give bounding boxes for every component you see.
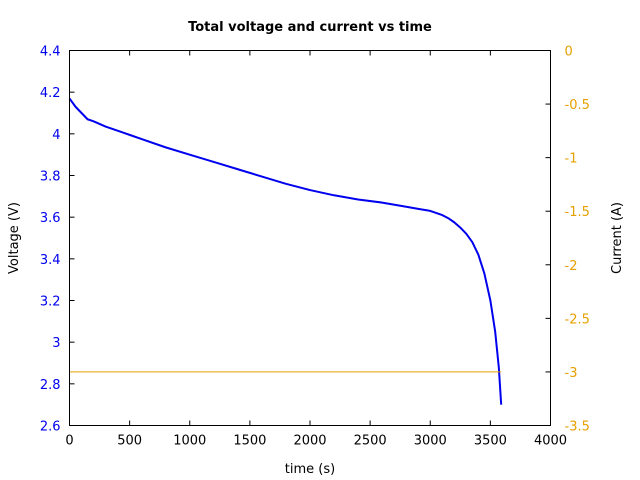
- y-left-tick-label: 3.4: [40, 253, 61, 268]
- y-left-tick-label: 4.4: [40, 45, 61, 60]
- x-axis-label: time (s): [285, 462, 335, 477]
- y-left-tick-label: 4.2: [40, 86, 61, 101]
- x-tick-label: 3500: [474, 434, 507, 449]
- x-tick-label: 2000: [293, 434, 326, 449]
- y-right-tick-label: -2: [565, 259, 578, 274]
- y-left-tick-label: 3.2: [40, 295, 61, 310]
- y-left-tick-label: 3.8: [40, 170, 61, 185]
- y-left-axis-label: Voltage (V): [7, 202, 22, 274]
- y-left-tick-label: 2.8: [40, 378, 61, 393]
- x-tick-label: 1000: [173, 434, 206, 449]
- x-tick-label: 0: [65, 434, 73, 449]
- y-left-tick-label: 3: [52, 336, 60, 351]
- y-right-tick-label: -3: [565, 366, 578, 381]
- y-left-tick-label: 4: [52, 128, 60, 143]
- chart-title: Total voltage and current vs time: [188, 20, 432, 35]
- y-right-axis-label: Current (A): [610, 202, 625, 274]
- y-left-tick-label: 3.6: [40, 211, 61, 226]
- y-right-tick-label: -1.5: [565, 205, 590, 220]
- y-right-tick-label: -1: [565, 152, 578, 167]
- x-tick-label: 3000: [414, 434, 447, 449]
- x-tick-label: 2500: [354, 434, 387, 449]
- y-right-tick-label: 0: [565, 45, 573, 60]
- plot-area: 0 500 1000 1500 2000 2500 3000 3500 4000 2.6 2.8 3 3…: [40, 45, 590, 449]
- x-tick-label: 1500: [233, 434, 266, 449]
- x-tick-label: 4000: [534, 434, 567, 449]
- x-tick-label: 500: [117, 434, 142, 449]
- y-left-tick-label: 2.6: [40, 420, 61, 435]
- voltage-series-line: [68, 97, 503, 405]
- y-right-tick-label: -0.5: [565, 98, 590, 113]
- plot-frame: [69, 50, 551, 426]
- y-right-tick-label: -3.5: [565, 420, 590, 435]
- y-right-tick-label: -2.5: [565, 312, 590, 327]
